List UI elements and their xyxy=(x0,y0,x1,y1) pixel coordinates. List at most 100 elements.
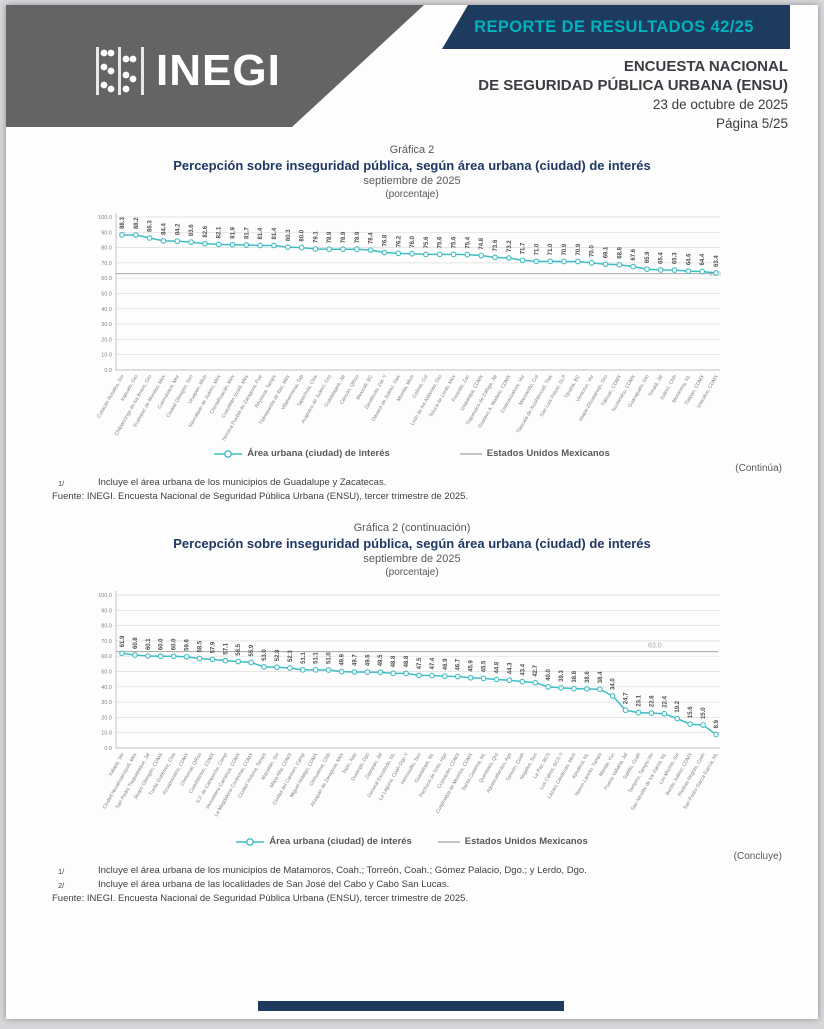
svg-text:48.8: 48.8 xyxy=(391,655,397,667)
footnote-row: 1/ Incluye el área urbana de los municip… xyxy=(58,864,778,878)
svg-text:42.7: 42.7 xyxy=(533,664,539,676)
svg-text:64.6: 64.6 xyxy=(686,253,692,265)
svg-text:60.0: 60.0 xyxy=(101,276,112,282)
svg-text:51.0: 51.0 xyxy=(327,652,333,664)
svg-text:53.0: 53.0 xyxy=(262,649,268,661)
chart2-legend-reference-label: Estados Unidos Mexicanos xyxy=(464,836,588,847)
svg-text:81.4: 81.4 xyxy=(272,227,278,239)
svg-text:30.0: 30.0 xyxy=(101,700,112,706)
footnote-text: Incluye el área urbana de las localidade… xyxy=(98,879,450,890)
chart1-subtitle: septiembre de 2025 xyxy=(363,175,461,187)
svg-text:57.9: 57.9 xyxy=(210,641,216,653)
survey-title-line2: DE SEGURIDAD PÚBLICA URBANA (ENSU) xyxy=(478,77,788,94)
chart2-footnotes: 1/ Incluye el área urbana de los municip… xyxy=(52,864,778,905)
svg-text:64.4: 64.4 xyxy=(700,253,706,265)
svg-text:76.0: 76.0 xyxy=(410,235,416,247)
svg-text:67.6: 67.6 xyxy=(631,248,637,260)
svg-text:51.1: 51.1 xyxy=(314,651,320,663)
svg-text:22.8: 22.8 xyxy=(649,695,655,707)
report-banner: REPORTE DE RESULTADOS 42/25 xyxy=(442,5,790,49)
svg-text:75.4: 75.4 xyxy=(465,236,471,248)
svg-text:71.0: 71.0 xyxy=(534,243,540,255)
svg-text:70.9: 70.9 xyxy=(562,243,568,255)
chart2-legend: Área urbana (ciudad) de interés Estados … xyxy=(6,836,818,847)
svg-text:63.4: 63.4 xyxy=(714,255,720,267)
svg-text:82.1: 82.1 xyxy=(217,226,223,238)
svg-text:90.0: 90.0 xyxy=(101,608,112,614)
chart2-conclusion-note: (Concluye) xyxy=(733,851,782,862)
series-markers xyxy=(119,650,719,738)
page-header: INEGI REPORTE DE RESULTADOS 42/25 ENCUES… xyxy=(6,5,818,131)
chart1: 0.0 10.0 20.0 30.0 40.0 50.0 60.0 70.0 80.0 90.0 1… xyxy=(76,205,748,452)
svg-text:46.9: 46.9 xyxy=(443,658,449,670)
chart1-continuation-note: (Continúa) xyxy=(735,463,782,474)
svg-text:24.7: 24.7 xyxy=(624,692,630,704)
inegi-abacus-icon xyxy=(96,47,144,95)
svg-text:40.0: 40.0 xyxy=(546,668,552,680)
y-axis-ticks: 0.0 10.0 20.0 30.0 40.0 50.0 60.0 70.0 80.0 90.0 1… xyxy=(98,593,112,752)
svg-text:59.6: 59.6 xyxy=(185,638,191,650)
value-labels: 61.9 60.8 60.1 60.0 60.0 59.6 58.5 57.9 57.1 56.5… xyxy=(120,635,720,728)
y-axis-ticks: 0.0 10.0 20.0 30.0 40.0 50.0 60.0 70.0 80.0 90.0 1… xyxy=(98,215,112,374)
svg-text:15.6: 15.6 xyxy=(688,706,694,718)
chart1-source: Fuente: INEGI. Encuesta Nacional de Segu… xyxy=(52,491,469,502)
svg-text:80.0: 80.0 xyxy=(300,229,306,241)
svg-text:81.7: 81.7 xyxy=(244,227,250,239)
svg-text:80.0: 80.0 xyxy=(101,624,112,630)
svg-text:57.1: 57.1 xyxy=(223,642,229,654)
report-banner-text: REPORTE DE RESULTADOS 42/25 xyxy=(474,17,754,36)
footnote-text: Incluye el área urbana de los municipios… xyxy=(98,865,587,876)
svg-text:43.4: 43.4 xyxy=(520,663,526,675)
svg-text:78.9: 78.9 xyxy=(355,231,361,243)
chart2-legend-reference: Estados Unidos Mexicanos xyxy=(437,836,588,847)
report-date: 23 de octubre de 2025 xyxy=(652,97,788,112)
survey-title-block: ENCUESTA NACIONAL DE SEGURIDAD PÚBLICA U… xyxy=(478,57,788,133)
svg-text:86.3: 86.3 xyxy=(148,220,154,232)
svg-text:47.5: 47.5 xyxy=(417,657,423,669)
svg-text:60.0: 60.0 xyxy=(159,638,165,650)
svg-text:73.6: 73.6 xyxy=(493,239,499,251)
chart1-footnotes: 1/ Incluye el área urbana de los municip… xyxy=(52,476,778,503)
svg-text:8.9: 8.9 xyxy=(714,719,720,728)
gridlines xyxy=(116,594,720,749)
series-marker-icon xyxy=(236,837,265,846)
svg-text:47.4: 47.4 xyxy=(430,657,436,669)
footnote-mark: 2/ xyxy=(58,881,65,890)
svg-text:45.9: 45.9 xyxy=(469,659,475,671)
chart1-unit: (porcentaje) xyxy=(385,189,439,200)
inegi-logo: INEGI xyxy=(94,45,281,97)
svg-text:20.0: 20.0 xyxy=(101,715,112,721)
svg-text:0.0: 0.0 xyxy=(104,368,112,374)
chart1-legend-reference-label: Estados Unidos Mexicanos xyxy=(486,448,610,459)
svg-text:10.0: 10.0 xyxy=(101,353,112,359)
inegi-logo-block: INEGI xyxy=(6,5,424,127)
svg-text:46.7: 46.7 xyxy=(456,658,462,670)
svg-text:38.6: 38.6 xyxy=(585,671,591,683)
svg-text:65.4: 65.4 xyxy=(659,252,665,264)
chart2: 0.0 10.0 20.0 30.0 40.0 50.0 60.0 70.0 80.0 90.0 1… xyxy=(76,583,748,840)
svg-text:69.1: 69.1 xyxy=(603,246,609,258)
svg-text:38.8: 38.8 xyxy=(572,670,578,682)
chart2-title: Percepción sobre inseguridad pública, se… xyxy=(173,536,651,551)
chart1-heading-block: Gráfica 2 Percepción sobre inseguridad p… xyxy=(6,143,818,201)
svg-text:60.8: 60.8 xyxy=(133,637,139,649)
chart1-legend: Área urbana (ciudad) de interés Estados … xyxy=(6,448,818,459)
chart2-legend-series: Área urbana (ciudad) de interés xyxy=(236,836,412,847)
svg-text:50.0: 50.0 xyxy=(101,292,112,298)
svg-text:78.9: 78.9 xyxy=(327,231,333,243)
reference-value-label: 63.0 xyxy=(648,643,662,650)
svg-text:88.3: 88.3 xyxy=(120,217,126,229)
svg-text:49.6: 49.6 xyxy=(365,654,371,666)
series-marker-icon xyxy=(214,449,243,458)
inegi-logo-text: INEGI xyxy=(156,46,281,95)
svg-text:22.4: 22.4 xyxy=(662,695,668,707)
svg-text:73.2: 73.2 xyxy=(507,240,513,252)
svg-text:44.3: 44.3 xyxy=(507,662,513,674)
chart2-subtitle: septiembre de 2025 xyxy=(363,553,461,565)
chart2-source: Fuente: INEGI. Encuesta Nacional de Segu… xyxy=(52,893,469,904)
svg-text:82.6: 82.6 xyxy=(203,225,209,237)
svg-text:52.8: 52.8 xyxy=(275,649,281,661)
svg-text:70.0: 70.0 xyxy=(101,261,112,267)
svg-text:48.8: 48.8 xyxy=(404,655,410,667)
